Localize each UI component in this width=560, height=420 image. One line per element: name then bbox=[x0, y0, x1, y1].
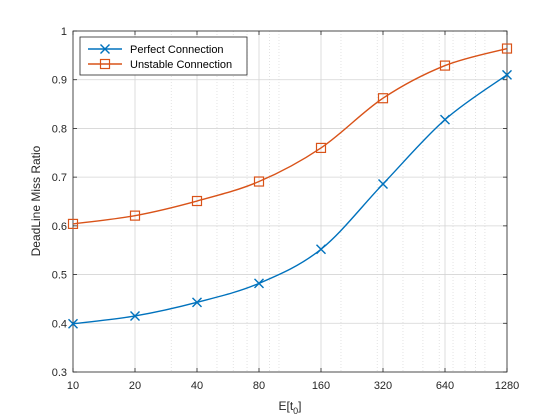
y-tick-label: 0.7 bbox=[52, 172, 67, 184]
x-tick-label: 160 bbox=[312, 380, 330, 392]
x-tick-label: 320 bbox=[374, 380, 392, 392]
y-tick-label: 0.3 bbox=[52, 367, 67, 379]
y-tick-label: 0.9 bbox=[52, 75, 67, 87]
x-marker-stroke bbox=[130, 310, 140, 321]
legend-marker bbox=[99, 58, 111, 70]
x-axis-label: E[t0] bbox=[278, 399, 301, 416]
axes-box bbox=[72, 30, 508, 373]
legend-label: Perfect Connection bbox=[130, 44, 224, 56]
x-tick-label: 20 bbox=[129, 380, 141, 392]
data-point-series-1 bbox=[68, 318, 78, 329]
series-line-2 bbox=[72, 47, 508, 225]
y-tick-label: 0.5 bbox=[52, 270, 67, 282]
x-axis-label-end: ] bbox=[298, 399, 301, 413]
x-tick-label: 80 bbox=[253, 380, 265, 392]
legend: Perfect Connection Unstable Connection bbox=[79, 36, 248, 76]
y-tick-label: 0.6 bbox=[52, 221, 67, 233]
y-tick-label: 0.4 bbox=[52, 318, 67, 330]
x-tick-label: 40 bbox=[191, 380, 203, 392]
y-axis-label: DeadLine Miss Ratio bbox=[29, 145, 43, 256]
data-point-series-2 bbox=[67, 218, 79, 230]
data-point-series-1 bbox=[254, 278, 264, 289]
data-point-series-1 bbox=[130, 310, 140, 321]
data-point-series-2 bbox=[253, 176, 265, 187]
data-point-series-1 bbox=[316, 244, 326, 255]
x-marker-stroke bbox=[192, 297, 202, 308]
data-point-series-1 bbox=[502, 69, 512, 80]
tick-labels: 10 20 40 80 160 320 640 1280 0.3 0.4 0.5 0.6 0.7 0.8 0… bbox=[52, 26, 520, 392]
x-marker-stroke bbox=[316, 244, 326, 255]
x-marker-stroke bbox=[502, 69, 512, 80]
legend-marker bbox=[100, 44, 110, 54]
data-point-series-1 bbox=[440, 114, 450, 125]
series-layer bbox=[67, 43, 513, 329]
x-marker-stroke bbox=[254, 278, 264, 289]
x-tick-label: 1280 bbox=[495, 380, 519, 392]
y-tick-label: 1 bbox=[61, 26, 67, 38]
series-line-1 bbox=[72, 74, 508, 325]
x-axis-label-subscript: 0 bbox=[293, 406, 298, 416]
x-tick-label: 640 bbox=[436, 380, 454, 392]
data-point-series-2 bbox=[129, 210, 141, 221]
data-point-series-1 bbox=[192, 297, 202, 308]
y-tick-label: 0.8 bbox=[52, 123, 67, 135]
data-point-series-2 bbox=[377, 93, 389, 104]
x-marker-stroke bbox=[68, 318, 78, 329]
data-point-series-2 bbox=[191, 195, 203, 207]
data-point-series-2 bbox=[439, 60, 451, 71]
plot-area bbox=[73, 31, 507, 372]
x-axis-label-main: E[t bbox=[278, 399, 293, 413]
legend-label: Unstable Connection bbox=[130, 59, 232, 71]
x-marker-stroke bbox=[440, 114, 450, 125]
data-point-series-1 bbox=[378, 178, 388, 189]
axes bbox=[72, 30, 508, 373]
x-marker-stroke bbox=[100, 44, 110, 54]
data-point-series-2 bbox=[501, 43, 513, 54]
x-tick-label: 10 bbox=[67, 380, 79, 392]
x-marker-stroke bbox=[378, 178, 388, 189]
data-point-series-2 bbox=[315, 142, 327, 154]
